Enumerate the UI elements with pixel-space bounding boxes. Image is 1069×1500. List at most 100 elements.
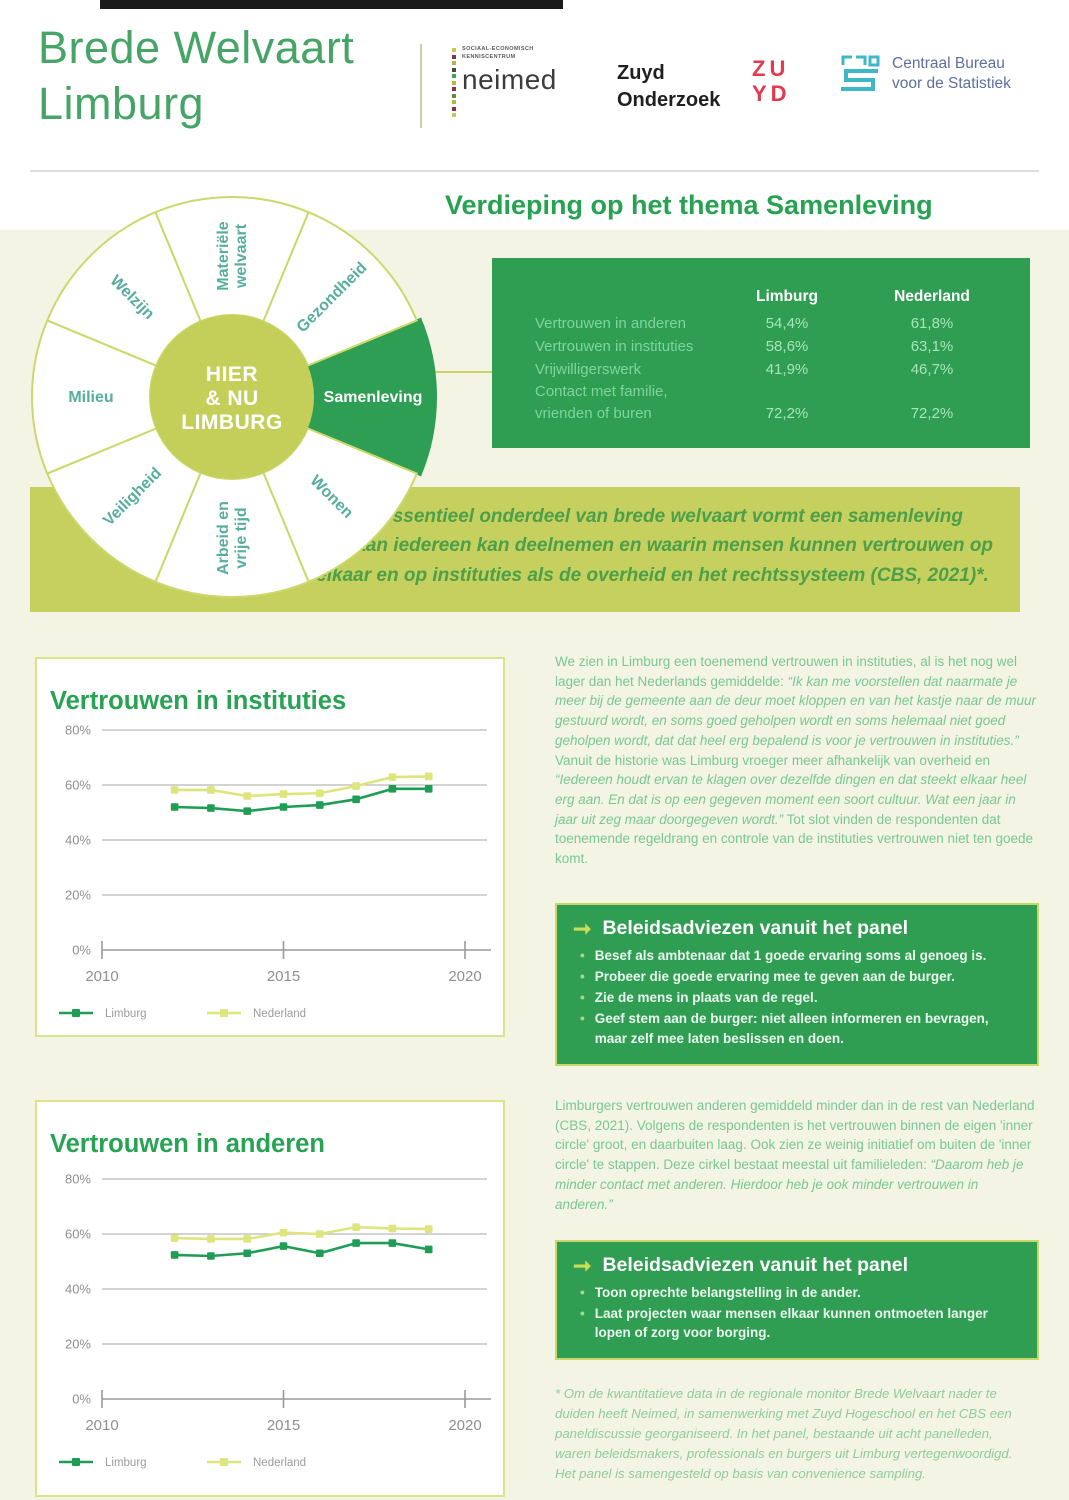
page-title-line2: Limburg bbox=[38, 77, 205, 129]
legend-marker bbox=[220, 1009, 228, 1017]
quote-text: Een essentieel onderdeel van brede welva… bbox=[311, 506, 994, 586]
value-nederland: 46,7% bbox=[910, 360, 954, 378]
value-limburg: 54,4% bbox=[765, 315, 809, 332]
bullet-text: Laat projecten waar mensen elkaar kunnen… bbox=[594, 1306, 988, 1341]
data-point bbox=[279, 790, 288, 798]
neimed-dot bbox=[452, 80, 456, 85]
data-point bbox=[170, 1251, 179, 1259]
data-point bbox=[279, 1242, 288, 1250]
bullet-text: Toon oprechte belangstelling in de ander… bbox=[594, 1285, 861, 1300]
zuyd-mark-line2: YD bbox=[752, 81, 791, 107]
paragraph-instituties: We zien in Limburg een toenemend vertrou… bbox=[555, 654, 1037, 867]
legend-label: Nederland bbox=[253, 1008, 306, 1020]
svg-text:2010: 2010 bbox=[85, 1417, 118, 1434]
table-row: Vertrouwen in anderen 54,4% 61,8% bbox=[535, 313, 1030, 335]
arrow-right-icon: ➞ bbox=[573, 915, 592, 941]
panel1-bullet-list: • Besef als ambtenaar dat 1 goede ervarin… bbox=[573, 946, 1019, 1048]
neimed-logo-text: SOCIAAL-ECONOMISCH KENNISCENTRUM neimed bbox=[462, 46, 557, 117]
bullet-item: • Probeer die goede ervaring mee te geven… bbox=[573, 967, 1019, 986]
svg-text:20%: 20% bbox=[65, 1337, 91, 1352]
data-point bbox=[424, 772, 433, 781]
panel1-title-row: ➞ Beleidsadviezen vanuit het panel bbox=[573, 917, 1019, 940]
bullet-dot-icon: • bbox=[580, 1011, 585, 1027]
svg-text:20%: 20% bbox=[65, 888, 91, 903]
page-title: Brede Welvaart Limburg bbox=[38, 20, 354, 132]
bullet-dot-icon: • bbox=[580, 948, 585, 963]
neimed-dot bbox=[452, 67, 456, 72]
chart-title: Vertrouwen in instituties bbox=[50, 687, 346, 715]
svg-text:60%: 60% bbox=[65, 1227, 91, 1242]
legend-label: Limburg bbox=[105, 1008, 147, 1020]
legend-marker bbox=[220, 1458, 228, 1466]
neimed-dot bbox=[452, 74, 456, 78]
data-point bbox=[424, 1225, 433, 1233]
panel1-title: Beleidsadviezen vanuit het panel bbox=[602, 917, 909, 939]
neimed-dot bbox=[452, 54, 456, 59]
data-point bbox=[388, 785, 397, 793]
svg-text:0%: 0% bbox=[72, 1392, 91, 1407]
data-point bbox=[243, 792, 251, 800]
neimed-logo: SOCIAAL-ECONOMISCH KENNISCENTRUM neimed bbox=[452, 46, 557, 117]
wheel-center-label: HIER & NU LIMBURG bbox=[181, 363, 283, 434]
wheel-segment-label: Samenleving bbox=[324, 389, 423, 406]
policy-panel-anderen: ➞ Beleidsadviezen vanuit het panel • Toon… bbox=[555, 1240, 1039, 1361]
data-point bbox=[352, 782, 360, 790]
svg-text:2020: 2020 bbox=[448, 968, 481, 985]
zuyd-mark-logo: ZU YD bbox=[752, 56, 791, 107]
chart-card-instituties: Vertrouwen in instituties 0% 20% 40% 60% 80% 2… bbox=[35, 657, 505, 1037]
row-label: Vertrouwen in instituties bbox=[535, 337, 694, 355]
legend-marker bbox=[72, 1009, 80, 1017]
stats-table-header: Limburg Nederland bbox=[535, 288, 1030, 306]
data-point bbox=[352, 1223, 360, 1231]
cbs-line1: Centraal Bureau bbox=[892, 54, 1005, 72]
svg-text:2020: 2020 bbox=[448, 1417, 481, 1434]
data-point bbox=[279, 1228, 288, 1237]
line-chart-anderen: Vertrouwen in anderen 0% 20% 40% 60% 80% 2010 2… bbox=[50, 1130, 491, 1469]
data-point bbox=[424, 1245, 433, 1254]
table-row: Contact met familie, vrienden of buren 72,… bbox=[535, 381, 1030, 425]
value-limburg: 72,2% bbox=[765, 405, 809, 422]
svg-text:2015: 2015 bbox=[267, 968, 300, 985]
svg-text:2010: 2010 bbox=[85, 968, 118, 985]
data-point bbox=[352, 1239, 360, 1247]
legend-label: Nederland bbox=[253, 1457, 306, 1469]
header-divider bbox=[420, 44, 422, 128]
bullet-item: • Zie de mens in plaats van de regel. bbox=[573, 988, 1019, 1007]
bullet-dot-icon: • bbox=[580, 969, 585, 985]
panel2-title: Beleidsadviezen vanuit het panel bbox=[602, 1254, 909, 1276]
neimed-dot bbox=[452, 100, 456, 104]
bullet-item: • Toon oprechte belangstelling in de ande… bbox=[573, 1283, 1019, 1302]
chart-title: Vertrouwen in anderen bbox=[50, 1130, 325, 1158]
neimed-dot bbox=[452, 106, 456, 111]
data-point bbox=[207, 786, 215, 794]
legend-marker bbox=[72, 1458, 80, 1466]
wheel-table-connector bbox=[430, 371, 492, 373]
wheel-center bbox=[150, 315, 314, 479]
svg-text:80%: 80% bbox=[65, 1172, 91, 1187]
stats-table: Limburg Nederland Vertrouwen in anderen 5… bbox=[492, 258, 1030, 448]
data-point bbox=[316, 1230, 324, 1238]
bullet-item: • Geef stem aan de burger: niet alleen in… bbox=[573, 1009, 1019, 1047]
value-limburg: 58,6% bbox=[765, 337, 809, 355]
cbs-logo-icon bbox=[841, 55, 880, 91]
data-point bbox=[207, 1235, 215, 1243]
data-point bbox=[316, 1249, 324, 1258]
value-nederland: 72,2% bbox=[910, 405, 954, 422]
row-label: Contact met familie, vrienden of buren bbox=[535, 383, 668, 422]
legend-label: Limburg bbox=[105, 1457, 147, 1469]
data-point bbox=[388, 1239, 397, 1247]
data-point bbox=[388, 773, 397, 781]
bullet-text: Zie de mens in plaats van de regel. bbox=[594, 990, 818, 1006]
header-divider-rule bbox=[30, 170, 1039, 172]
data-point bbox=[352, 795, 360, 804]
zuyd-onderzoek-logo: Zuyd Onderzoek bbox=[617, 60, 720, 114]
table-row: Vertrouwen in instituties 58,6% 63,1% bbox=[535, 336, 1030, 358]
row-label: Vrijwilligerswerk bbox=[535, 360, 642, 378]
neimed-subtitle-line1: SOCIAAL-ECONOMISCH bbox=[462, 46, 534, 52]
series-line-limburg bbox=[173, 1241, 431, 1258]
stats-header-limburg: Limburg bbox=[756, 288, 818, 305]
svg-text:40%: 40% bbox=[65, 833, 91, 848]
data-point bbox=[170, 803, 179, 811]
footnote: * Om de kwantitatieve data in de regiona… bbox=[555, 1386, 1013, 1482]
